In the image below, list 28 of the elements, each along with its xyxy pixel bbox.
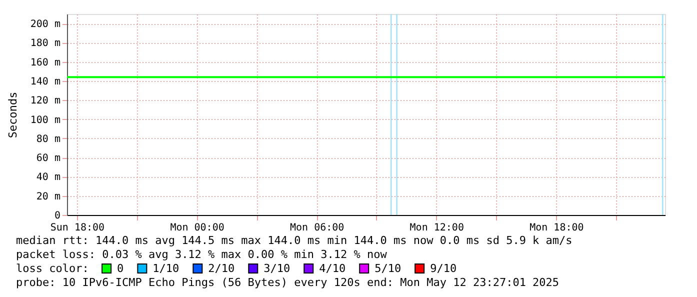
text: packet loss: 0.03 % avg 3.12 % max 0.00 % min 3.12 % now xyxy=(16,248,388,261)
y-tick-label: 100 m xyxy=(30,114,60,126)
y-tick-label: 140 m xyxy=(30,76,60,88)
legend-label: 1/10 xyxy=(152,262,180,275)
y-tick-label: 0 xyxy=(54,210,60,222)
y-tick-label: 120 m xyxy=(30,96,60,107)
legend-label: 0 xyxy=(117,262,124,275)
y-tick-label: 200 m xyxy=(30,19,60,30)
x-tick-label: Mon 00:00 xyxy=(170,222,224,234)
text: median rtt: 144.0 ms avg 144.5 ms max 144.0 ms min 144.0 ms now 0.0 ms sd 5.9 k am/s xyxy=(16,234,572,247)
y-tick-label: 80 m xyxy=(36,134,60,145)
y-tick-label: 160 m xyxy=(30,57,60,68)
legend-label: 5/10 xyxy=(374,262,402,275)
y-tick-label: 40 m xyxy=(36,172,60,184)
y-tick-label: 60 m xyxy=(36,153,60,164)
legend-label: 4/10 xyxy=(319,262,346,275)
x-tick-label: Mon 18:00 xyxy=(530,222,584,234)
y-axis-title: Seconds xyxy=(6,92,20,138)
y-tick-label: 20 m xyxy=(36,191,60,202)
legend-title: loss color: xyxy=(16,262,89,275)
text: probe: 10 IPv6-ICMP Echo Pings (56 Bytes) every 120s end: Mon May 12 23:27:01 2025 xyxy=(16,276,560,289)
x-tick-label: Mon 06:00 xyxy=(290,222,344,234)
legend-label: 3/10 xyxy=(264,262,290,275)
x-tick-label: Sun 18:00 xyxy=(50,222,105,234)
legend-label: 9/10 xyxy=(430,262,457,275)
x-tick-label: Mon 12:00 xyxy=(410,222,464,234)
legend-label: 2/10 xyxy=(208,262,235,275)
y-tick-label: 180 m xyxy=(30,38,60,50)
